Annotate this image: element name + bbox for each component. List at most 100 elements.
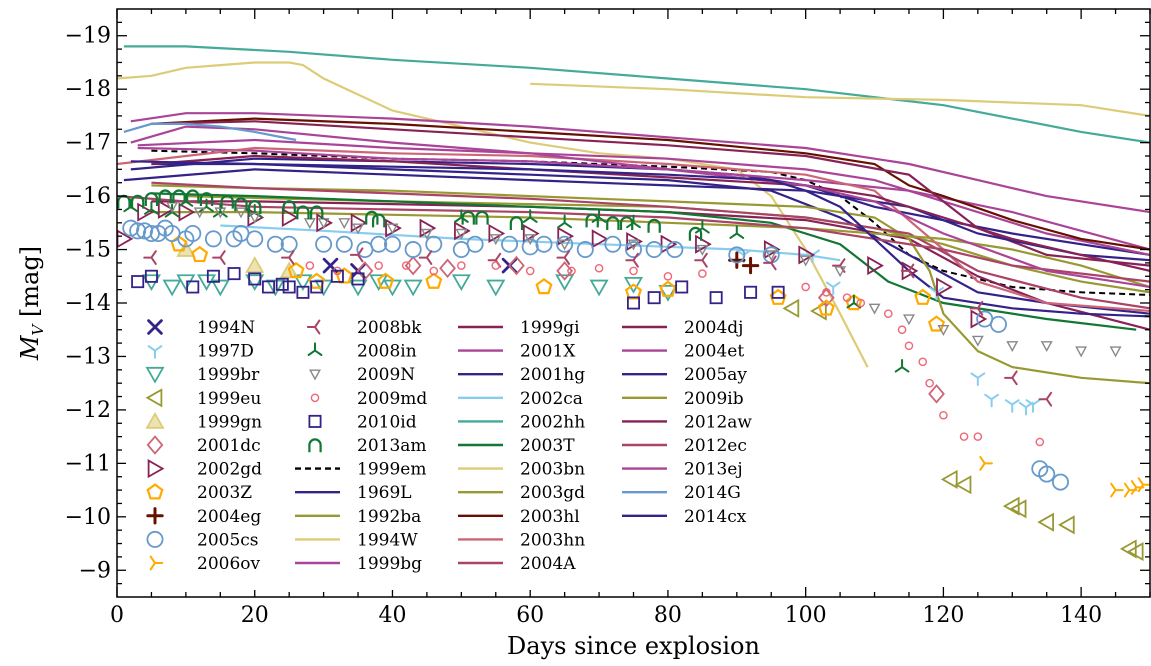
data-point-2005cs [728, 246, 746, 264]
legend-label-1999em: 1999em [357, 460, 426, 480]
data-point-2002gd [936, 277, 953, 297]
legend-entry-1999bg: 1999bg [295, 554, 422, 574]
data-point-2013am [509, 216, 524, 231]
data-point-2003z [425, 272, 443, 289]
axis-ticks: 0 20 40 60 80 100 120 140 −9 −10 −11 −12 −13 −14 −15 −1… [65, 9, 1151, 628]
legend-entry-1969l: 1969L [295, 483, 412, 503]
data-point-2009n [696, 244, 709, 256]
series-points-2003z [170, 235, 946, 332]
data-point-2013am [688, 226, 703, 241]
data-point-2008in [123, 198, 139, 213]
data-point-2005cs [204, 230, 222, 248]
legend-label-2003bn: 2003bn [520, 460, 585, 480]
legend-entry-2012aw: 2012aw [622, 412, 752, 432]
series-line-1999gi [151, 200, 1150, 331]
legend-marker-1999eu [145, 388, 163, 408]
data-point-1999br [555, 274, 575, 292]
data-point-1999eu [782, 298, 800, 318]
y-axis-title-symbol: M [16, 334, 44, 361]
y-tick-label: −15 [65, 238, 111, 263]
legend-marker-2003z [146, 483, 164, 500]
y-tick-label: −17 [65, 131, 111, 156]
series-line-2002hh [123, 45, 1150, 144]
data-point-2010id [627, 296, 641, 310]
data-point-1999br [486, 279, 506, 297]
data-point-2005cs [184, 225, 202, 243]
data-point-2005cs [625, 241, 643, 259]
data-point-2009n [386, 223, 399, 235]
legend-label-1969l: 1969L [357, 483, 412, 503]
data-point-2013am [220, 194, 234, 209]
legend-entry-1999em: 1999em [295, 460, 426, 480]
x-tick-label: 20 [241, 603, 269, 628]
legend-entry-2003z: 2003Z [146, 483, 252, 503]
data-point-2008in [522, 209, 538, 223]
data-point-2010id [647, 291, 661, 305]
legend-entry-2001x: 2001X [458, 342, 576, 362]
data-point-2009n [937, 325, 950, 336]
data-point-2009md [925, 378, 934, 388]
y-tick-label: −11 [65, 451, 111, 476]
legend-label-2009n: 2009N [357, 365, 415, 385]
data-point-2005cs [266, 235, 284, 253]
legend-label-2003t: 2003T [520, 436, 575, 456]
data-point-2005cs [576, 241, 594, 259]
series-line-2003gd [151, 184, 1150, 385]
data-point-2009md [856, 298, 866, 308]
data-point-2005cs [1038, 465, 1056, 483]
data-point-2010id [310, 280, 324, 294]
legend-entry-2009ib: 2009ib [622, 389, 744, 409]
data-point-2009md [973, 432, 983, 441]
data-point-1999eu [1119, 539, 1137, 559]
data-point-2003z [287, 261, 305, 279]
data-point-2009n [1006, 341, 1019, 353]
data-point-2010id [330, 269, 344, 283]
legend-label-2001x: 2001X [520, 342, 576, 362]
data-point-2003z [191, 245, 209, 263]
data-point-2010id [771, 285, 785, 299]
legend-label-2002hh: 2002hh [520, 412, 585, 432]
x-tick-label: 0 [110, 603, 124, 628]
data-point-1997d [1025, 399, 1041, 413]
legend-marker-1999br [145, 366, 165, 384]
data-point-2013am [296, 205, 310, 220]
data-point-2009md [594, 263, 604, 273]
data-point-2010id [206, 269, 220, 283]
series-points-1997d [736, 249, 1041, 416]
data-point-2005cs [315, 235, 333, 253]
data-point-2008bk [625, 252, 639, 268]
data-point-2009n [420, 228, 433, 240]
data-point-2009n [455, 228, 468, 240]
legend-entry-1999gn: 1999gn [145, 411, 262, 432]
data-point-2005cs [383, 235, 401, 253]
data-point-2002gd [867, 256, 884, 276]
legend-entry-1994w: 1994W [295, 530, 418, 550]
data-point-2009md [918, 357, 928, 367]
data-point-2010id [744, 285, 758, 299]
data-point-2010id [262, 280, 276, 294]
y-tick-label: −9 [79, 558, 111, 583]
data-point-2008bk [556, 250, 571, 265]
data-point-2009md [842, 293, 852, 302]
data-point-2013am [647, 218, 661, 233]
data-point-2002gd [178, 202, 196, 222]
legend-entry-2004eg: 2004eg [146, 507, 261, 527]
data-point-2009n [1075, 346, 1088, 358]
legend-entry-1997d: 1997D [147, 342, 254, 362]
data-point-2008bk [487, 252, 502, 268]
data-point-2009n [166, 202, 179, 214]
legend-label-1999bg: 1999bg [357, 554, 422, 574]
data-point-2003z [927, 315, 946, 332]
y-tick-label: −14 [65, 291, 111, 316]
data-point-2009n [214, 207, 227, 219]
data-point-2001dc [817, 287, 835, 308]
series-line-2003hn [117, 146, 1150, 313]
data-point-2009n [234, 207, 247, 219]
data-point-2013am [172, 189, 186, 204]
data-point-2005cs [1051, 473, 1069, 491]
data-point-2009md [897, 325, 907, 335]
data-point-2003z [335, 267, 353, 284]
data-point-2013am [117, 194, 131, 209]
y-axis-title-unit: [mag] [16, 246, 44, 325]
data-point-2005cs [501, 235, 519, 253]
